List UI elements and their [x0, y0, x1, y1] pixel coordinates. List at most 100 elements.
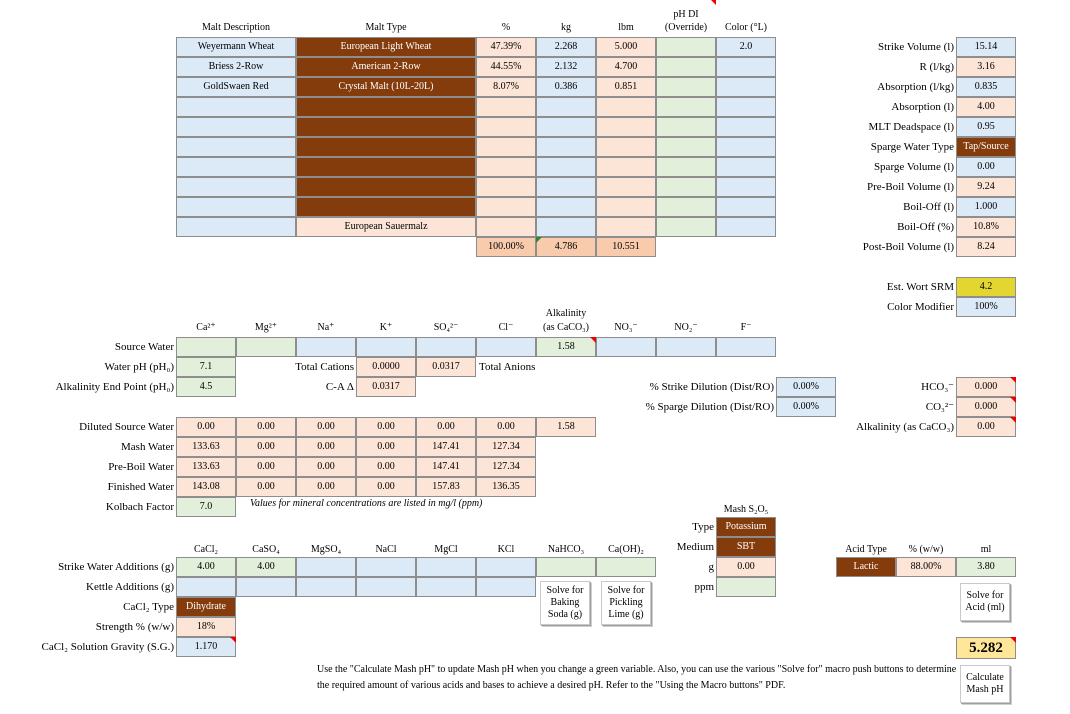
malt-desc-cell[interactable]: Weyermann Wheat — [176, 37, 296, 57]
strike-nacl-input[interactable] — [356, 557, 416, 577]
cacl2-type-select[interactable]: Dihydrate — [176, 597, 236, 617]
malt-color-cell[interactable] — [716, 57, 776, 77]
malt-lbm-cell[interactable] — [596, 177, 656, 197]
malt-ph-cell[interactable] — [656, 57, 716, 77]
strike-nahco3-input[interactable] — [536, 557, 596, 577]
source-mg-input[interactable] — [236, 337, 296, 357]
strike-caso4-input[interactable]: 4.00 — [236, 557, 296, 577]
strike-caoh2-input[interactable] — [596, 557, 656, 577]
malt-desc-cell[interactable] — [176, 177, 296, 197]
malt-type-cell[interactable] — [296, 97, 476, 117]
gravity-value[interactable]: 1.170 — [176, 637, 236, 657]
source-so4-input[interactable] — [416, 337, 476, 357]
source-alk-input[interactable]: 1.58 — [536, 337, 596, 357]
malt-ph-cell[interactable] — [656, 77, 716, 97]
volume-value[interactable]: 15.14 — [956, 37, 1016, 57]
malt-desc-cell[interactable] — [176, 217, 296, 237]
malt-lbm-cell[interactable]: 0.851 — [596, 77, 656, 97]
kettle-kcl-input[interactable] — [476, 577, 536, 597]
meta-g-value[interactable]: 0.00 — [716, 557, 776, 577]
malt-color-cell[interactable] — [716, 77, 776, 97]
source-k-input[interactable] — [356, 337, 416, 357]
malt-ph-cell[interactable] — [656, 157, 716, 177]
strike-dilution-input[interactable]: 0.00% — [776, 377, 836, 397]
malt-color-cell[interactable] — [716, 177, 776, 197]
malt-lbm-cell[interactable] — [596, 117, 656, 137]
water-ph-input[interactable]: 7.1 — [176, 357, 236, 377]
malt-type-cell[interactable] — [296, 177, 476, 197]
malt-ph-cell[interactable] — [656, 217, 716, 237]
malt-color-cell[interactable] — [716, 157, 776, 177]
acid-pct-value[interactable]: 88.00% — [896, 557, 956, 577]
color-modifier-value[interactable]: 100% — [956, 297, 1016, 317]
malt-color-cell[interactable] — [716, 117, 776, 137]
malt-ph-cell[interactable] — [656, 177, 716, 197]
malt-lbm-cell[interactable] — [596, 197, 656, 217]
malt-ph-cell[interactable] — [656, 197, 716, 217]
calculate-mash-ph-button[interactable]: Calculate Mash pH — [960, 665, 1010, 703]
malt-ph-cell[interactable] — [656, 117, 716, 137]
source-na-input[interactable] — [296, 337, 356, 357]
malt-lbm-cell[interactable]: 4.700 — [596, 57, 656, 77]
alk-end-input[interactable]: 4.5 — [176, 377, 236, 397]
malt-color-cell[interactable] — [716, 197, 776, 217]
malt-type-cell[interactable] — [296, 157, 476, 177]
strike-kcl-input[interactable] — [476, 557, 536, 577]
malt-desc-cell[interactable] — [176, 197, 296, 217]
kettle-caso4-input[interactable] — [236, 577, 296, 597]
strike-mgso4-input[interactable] — [296, 557, 356, 577]
malt-type-cell[interactable]: Crystal Malt (10L-20L) — [296, 77, 476, 97]
malt-type-cell[interactable] — [296, 137, 476, 157]
malt-desc-cell[interactable]: Briess 2-Row — [176, 57, 296, 77]
malt-lbm-cell[interactable] — [596, 217, 656, 237]
volume-value[interactable]: 0.95 — [956, 117, 1016, 137]
source-no2-input[interactable] — [656, 337, 716, 357]
malt-kg-cell[interactable] — [536, 97, 596, 117]
malt-desc-cell[interactable] — [176, 137, 296, 157]
malt-desc-cell[interactable] — [176, 157, 296, 177]
malt-kg-cell[interactable] — [536, 197, 596, 217]
strike-cacl2-input[interactable]: 4.00 — [176, 557, 236, 577]
kolbach-input[interactable]: 7.0 — [176, 497, 236, 517]
strength-value[interactable]: 18% — [176, 617, 236, 637]
solve-baking-soda-button[interactable]: Solve for Baking Soda (g) — [540, 581, 590, 625]
source-cl-input[interactable] — [476, 337, 536, 357]
volume-value[interactable]: 0.00 — [956, 157, 1016, 177]
malt-type-cell[interactable] — [296, 117, 476, 137]
kettle-mgcl-input[interactable] — [416, 577, 476, 597]
solve-acid-button[interactable]: Solve for Acid (ml) — [960, 583, 1010, 621]
malt-color-cell[interactable] — [716, 137, 776, 157]
malt-kg-cell[interactable] — [536, 217, 596, 237]
malt-color-cell[interactable] — [716, 217, 776, 237]
meta-type-select[interactable]: Potassium — [716, 517, 776, 537]
volume-value[interactable]: 1.000 — [956, 197, 1016, 217]
malt-ph-cell[interactable] — [656, 37, 716, 57]
malt-color-cell[interactable] — [716, 97, 776, 117]
malt-type-cell[interactable]: American 2-Row — [296, 57, 476, 77]
malt-kg-cell[interactable]: 2.268 — [536, 37, 596, 57]
source-no3-input[interactable] — [596, 337, 656, 357]
malt-lbm-cell[interactable]: 5.000 — [596, 37, 656, 57]
solve-pickling-lime-button[interactable]: Solve for Pickling Lime (g) — [601, 581, 651, 625]
malt-desc-cell[interactable]: GoldSwaen Red — [176, 77, 296, 97]
malt-color-cell[interactable]: 2.0 — [716, 37, 776, 57]
acid-type-select[interactable]: Lactic — [836, 557, 896, 577]
malt-lbm-cell[interactable] — [596, 157, 656, 177]
sparge-dilution-input[interactable]: 0.00% — [776, 397, 836, 417]
malt-type-cell[interactable]: European Light Wheat — [296, 37, 476, 57]
kettle-nacl-input[interactable] — [356, 577, 416, 597]
source-f-input[interactable] — [716, 337, 776, 357]
kettle-cacl2-input[interactable] — [176, 577, 236, 597]
meta-medium-select[interactable]: SBT — [716, 537, 776, 557]
acid-ml-value[interactable]: 3.80 — [956, 557, 1016, 577]
malt-kg-cell[interactable] — [536, 157, 596, 177]
malt-kg-cell[interactable] — [536, 137, 596, 157]
malt-kg-cell[interactable] — [536, 117, 596, 137]
strike-mgcl-input[interactable] — [416, 557, 476, 577]
malt-ph-cell[interactable] — [656, 137, 716, 157]
malt-desc-cell[interactable] — [176, 117, 296, 137]
malt-desc-cell[interactable] — [176, 97, 296, 117]
volume-value[interactable]: 0.835 — [956, 77, 1016, 97]
malt-kg-cell[interactable]: 0.386 — [536, 77, 596, 97]
malt-kg-cell[interactable]: 2.132 — [536, 57, 596, 77]
